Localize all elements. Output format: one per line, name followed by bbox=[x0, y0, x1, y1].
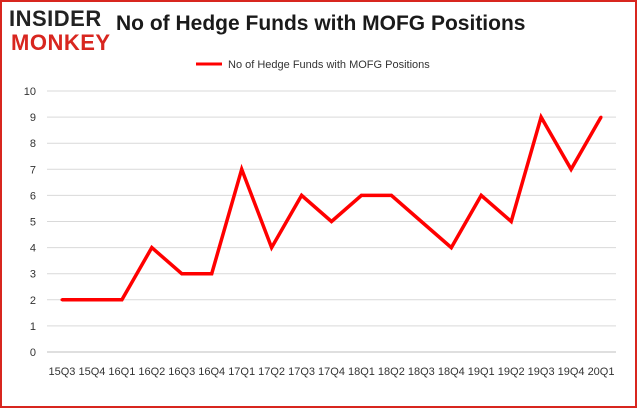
data-point-19Q2 bbox=[509, 220, 513, 223]
data-point-17Q1 bbox=[240, 167, 244, 171]
chart-title: No of Hedge Funds with MOFG Positions bbox=[116, 12, 526, 35]
data-point-17Q4 bbox=[330, 220, 333, 223]
y-tick-label-7: 7 bbox=[30, 164, 36, 176]
data-point-18Q3 bbox=[419, 220, 423, 223]
x-tick-label-16Q4: 16Q4 bbox=[198, 366, 225, 378]
y-tick-label-3: 3 bbox=[30, 269, 36, 281]
y-tick-label-2: 2 bbox=[30, 295, 36, 307]
x-tick-label-16Q1: 16Q1 bbox=[108, 366, 135, 378]
x-tick-label-18Q2: 18Q2 bbox=[378, 366, 405, 378]
data-point-17Q2 bbox=[270, 246, 274, 250]
y-tick-label-4: 4 bbox=[30, 243, 36, 255]
y-tick-label-1: 1 bbox=[30, 321, 36, 333]
logo-line2: MONKEY bbox=[11, 30, 111, 55]
x-tick-label-16Q2: 16Q2 bbox=[138, 366, 165, 378]
y-tick-label-9: 9 bbox=[30, 112, 36, 124]
data-point-19Q4 bbox=[569, 167, 573, 171]
data-point-16Q4 bbox=[210, 272, 214, 276]
x-tick-label-15Q4: 15Q4 bbox=[78, 366, 105, 378]
x-tick-label-15Q3: 15Q3 bbox=[49, 366, 76, 378]
x-tick-label-18Q1: 18Q1 bbox=[348, 366, 375, 378]
x-tick-label-19Q3: 19Q3 bbox=[528, 366, 555, 378]
x-tick-label-17Q1: 17Q1 bbox=[228, 366, 255, 378]
data-point-16Q2 bbox=[150, 246, 154, 250]
y-tick-label-10: 10 bbox=[24, 86, 36, 98]
insider-monkey-logo: INSIDER MONKEY bbox=[7, 4, 119, 56]
logo-line1: INSIDER bbox=[9, 6, 102, 31]
x-tick-label-19Q1: 19Q1 bbox=[468, 366, 495, 378]
data-point-15Q3 bbox=[60, 298, 64, 302]
data-point-17Q3 bbox=[300, 193, 304, 197]
data-point-20Q1 bbox=[599, 115, 603, 119]
x-tick-label-16Q3: 16Q3 bbox=[168, 366, 195, 378]
series-line-0 bbox=[62, 112, 603, 302]
x-tick-label-19Q4: 19Q4 bbox=[558, 366, 585, 378]
data-point-19Q3 bbox=[539, 115, 543, 119]
y-tick-label-5: 5 bbox=[30, 217, 36, 229]
y-tick-label-8: 8 bbox=[30, 138, 36, 150]
y-tick-label-6: 6 bbox=[30, 190, 36, 202]
data-point-18Q2 bbox=[389, 193, 393, 197]
y-tick-label-0: 0 bbox=[30, 347, 36, 359]
data-point-16Q3 bbox=[180, 272, 184, 276]
data-point-18Q1 bbox=[359, 193, 363, 197]
legend-label: No of Hedge Funds with MOFG Positions bbox=[228, 59, 430, 71]
x-tick-label-17Q3: 17Q3 bbox=[288, 366, 315, 378]
data-point-18Q4 bbox=[449, 246, 453, 250]
x-tick-label-19Q2: 19Q2 bbox=[498, 366, 525, 378]
data-point-19Q1 bbox=[479, 193, 483, 197]
x-tick-label-20Q1: 20Q1 bbox=[588, 366, 615, 378]
x-tick-label-17Q4: 17Q4 bbox=[318, 366, 345, 378]
x-tick-label-18Q3: 18Q3 bbox=[408, 366, 435, 378]
x-tick-label-18Q4: 18Q4 bbox=[438, 366, 465, 378]
x-tick-label-17Q2: 17Q2 bbox=[258, 366, 285, 378]
data-point-15Q4 bbox=[90, 298, 94, 302]
data-point-16Q1 bbox=[120, 298, 124, 302]
